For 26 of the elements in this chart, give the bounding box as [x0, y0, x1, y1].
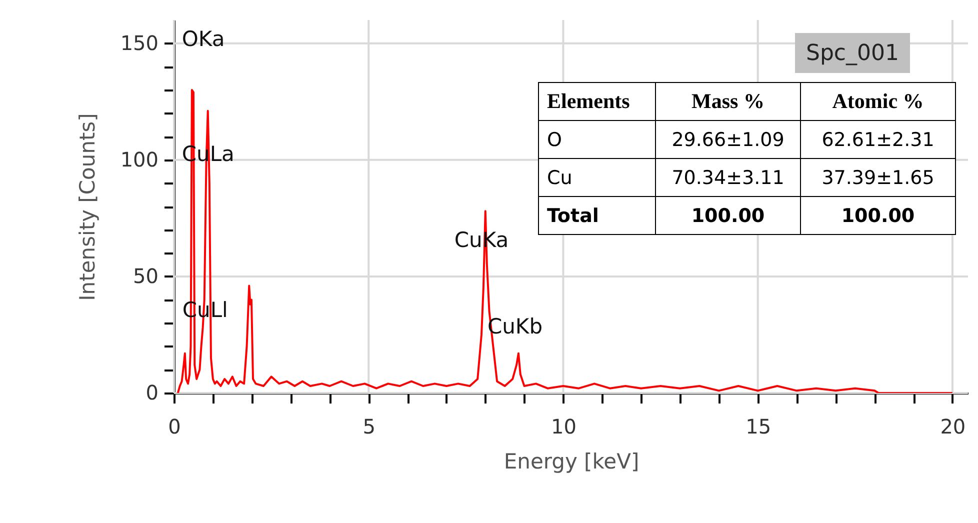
x-axis-title: Energy [keV]	[504, 450, 640, 474]
x-tick-label: 15	[746, 414, 772, 438]
annotation: Total	[538, 196, 656, 234]
annotation: 37.39±1.65	[800, 158, 956, 196]
annotation: 62.61±2.31	[800, 120, 956, 158]
annotation: 70.34±3.11	[656, 158, 800, 196]
annotation: O	[538, 120, 656, 158]
x-tick-label: 10	[550, 414, 576, 438]
annotation: Mass %	[656, 82, 800, 120]
annotation: Elements	[538, 82, 656, 120]
x-tick-label: 0	[168, 414, 181, 438]
annotation: Cu	[538, 158, 656, 196]
annotation: OKa	[182, 26, 225, 51]
y-axis-title: Intensity [Counts]	[75, 113, 100, 301]
y-tick-label: 0	[146, 380, 158, 404]
annotation: 29.66±1.09	[656, 120, 800, 158]
y-tick-label: 50	[133, 264, 158, 288]
annotation: Spc_001	[795, 33, 910, 73]
line-series	[176, 88, 954, 393]
y-tick-label: 150	[120, 30, 158, 55]
y-tick-label: 100	[120, 147, 158, 172]
annotation: 100.00	[656, 196, 800, 234]
x-tick-label: 5	[362, 414, 376, 438]
annotation: 100.00	[800, 196, 956, 234]
x-tick-label: 20	[940, 414, 966, 438]
annotation: Atomic %	[800, 82, 956, 120]
